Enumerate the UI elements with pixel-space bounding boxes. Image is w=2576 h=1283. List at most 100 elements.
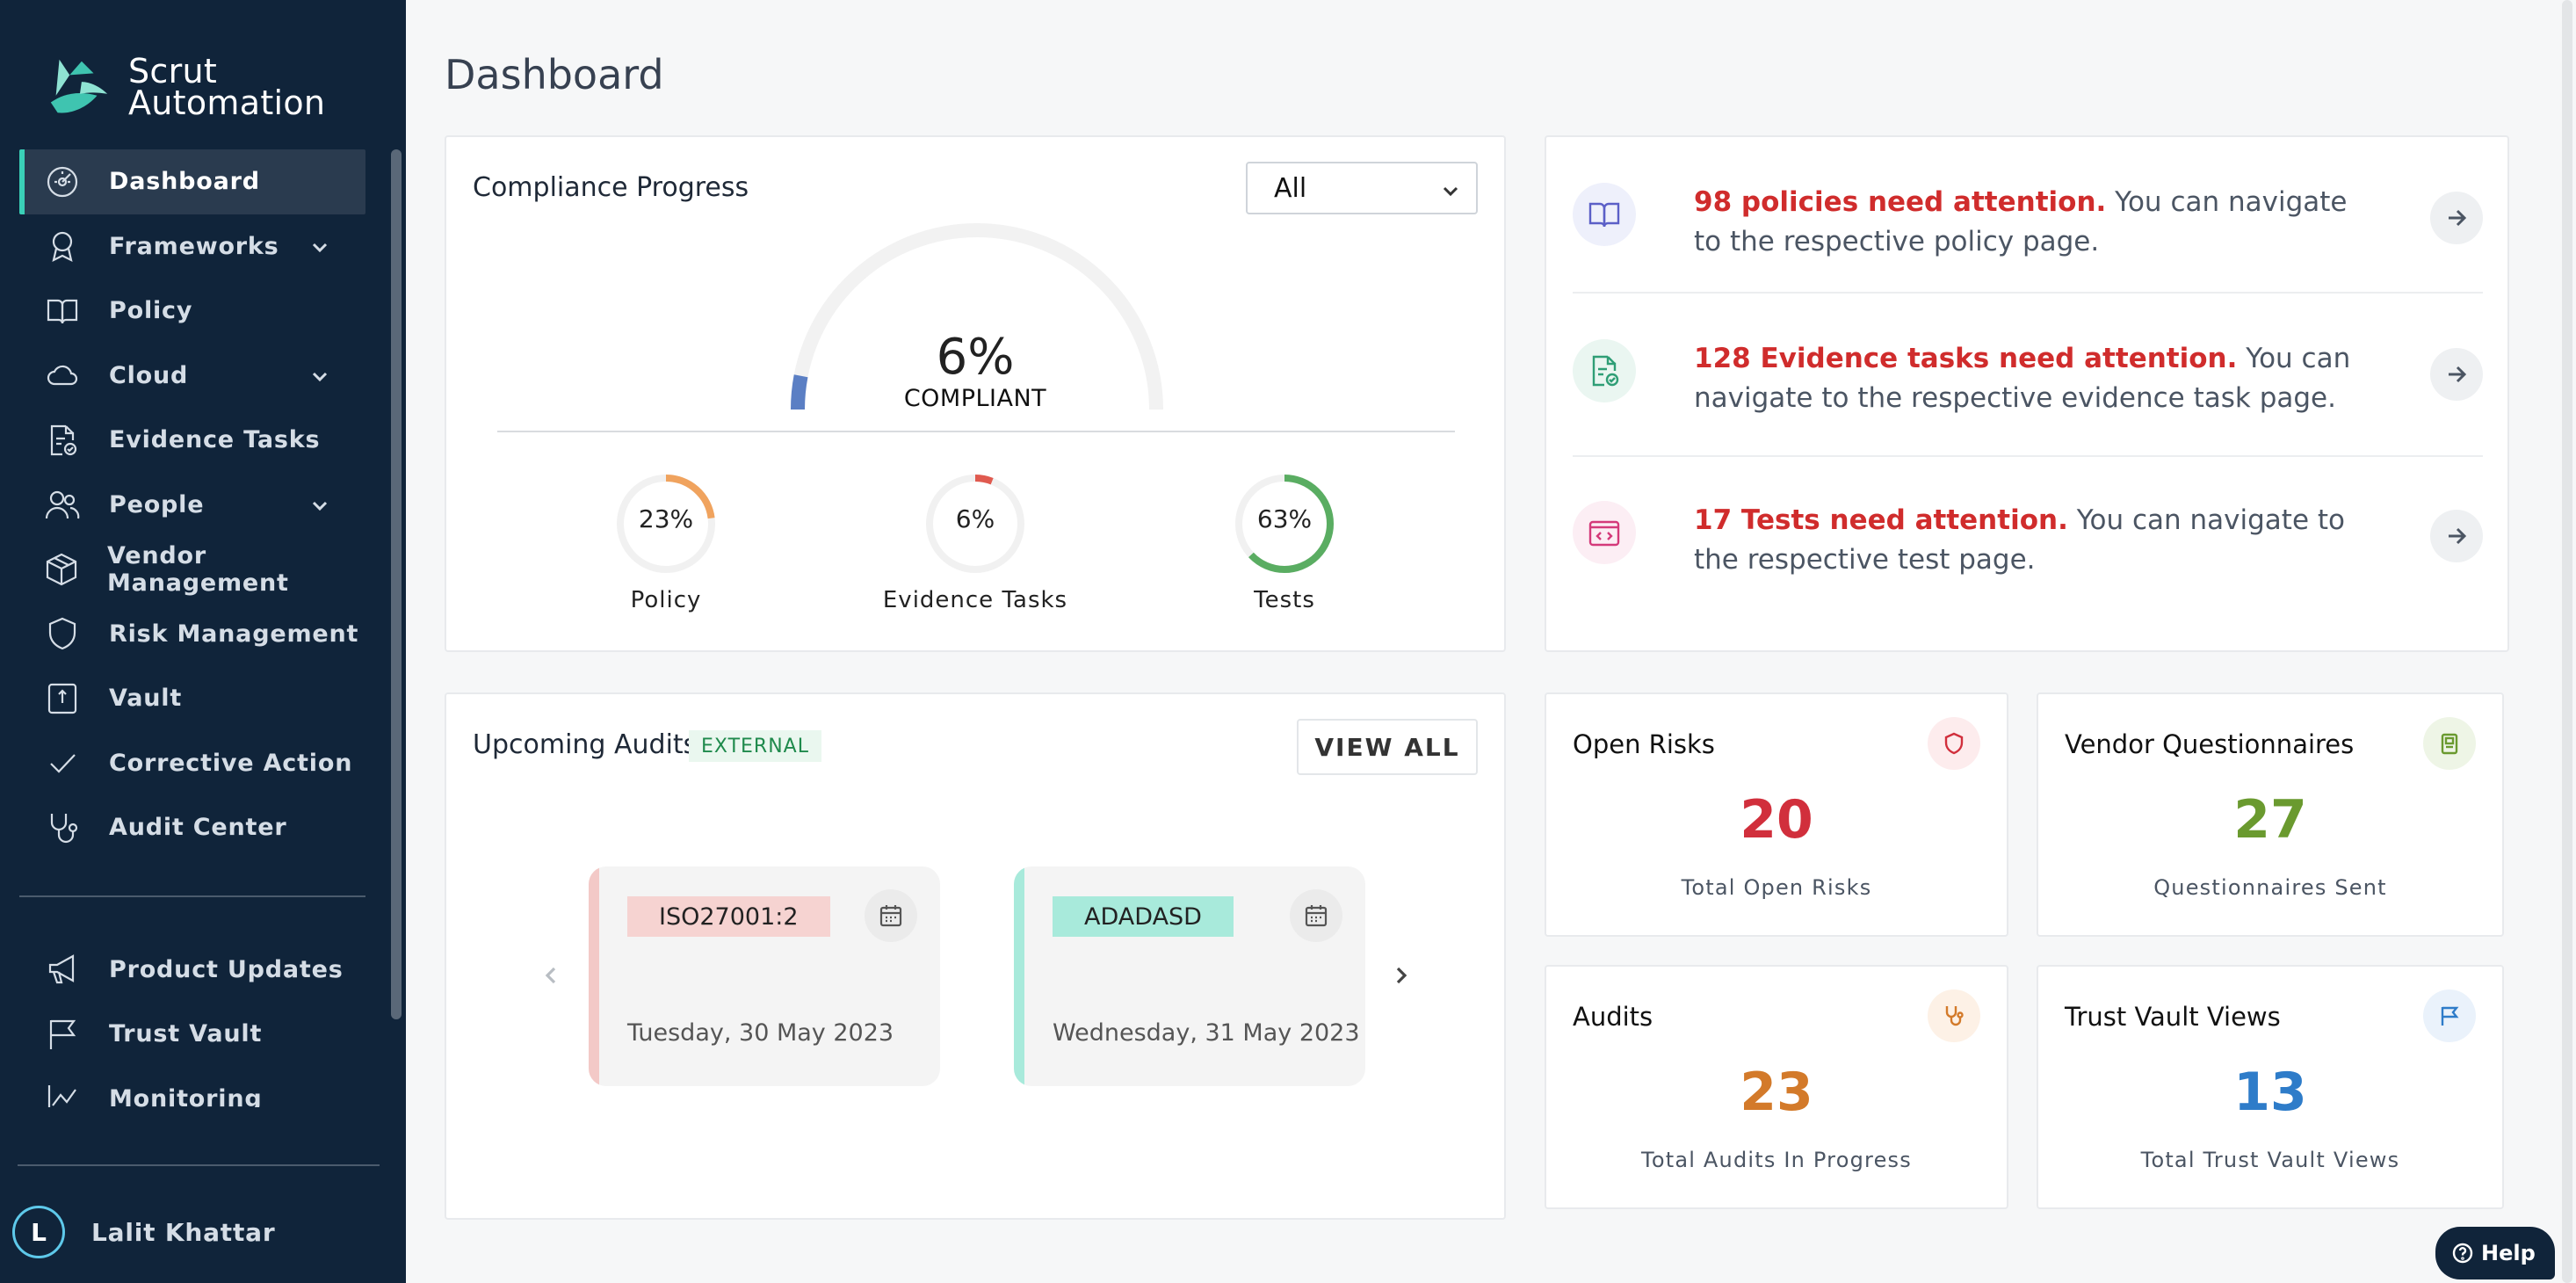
sidebar-item-policy[interactable]: Policy <box>19 279 365 344</box>
attention-highlight: 17 Tests need attention. <box>1694 504 2068 536</box>
box-icon <box>44 551 79 588</box>
sidebar-scrollbar-thumb[interactable] <box>391 149 402 1019</box>
attention-text: 17 Tests need attention. You can navigat… <box>1694 501 2379 580</box>
sidebar-item-corrective-action[interactable]: Corrective Action <box>19 731 365 796</box>
vendor-questionnaires-card[interactable]: Vendor Questionnaires 27 Questionnaires … <box>2037 692 2504 937</box>
book-icon <box>44 293 81 330</box>
audit-date: Wednesday, 31 May 2023 <box>1053 1019 1360 1047</box>
stethoscope-icon <box>1928 989 1980 1042</box>
trust-vault-views-card[interactable]: Trust Vault Views 13 Total Trust Vault V… <box>2037 965 2504 1209</box>
sidebar-item-label: Frameworks <box>109 232 279 260</box>
user-profile[interactable]: L Lalit Khattar <box>12 1206 275 1258</box>
sidebar-item-audit-center[interactable]: Audit Center <box>19 795 365 860</box>
app-logo[interactable]: Scrut Automation <box>44 53 325 121</box>
document-check-icon <box>1573 339 1636 402</box>
audit-card-accent <box>589 866 599 1086</box>
divider <box>497 431 1455 432</box>
sidebar-item-dashboard[interactable]: Dashboard <box>19 149 365 214</box>
sidebar-item-vendor-management[interactable]: Vendor Management <box>19 537 365 602</box>
progress-ring-fill <box>1235 475 1334 573</box>
go-to-evidence-tasks-button[interactable] <box>2430 348 2483 401</box>
brand-name: Scrut Automation <box>128 52 326 122</box>
sidebar-item-trust-vault[interactable]: Trust Vault <box>19 1002 365 1067</box>
cloud-icon <box>44 357 81 394</box>
stat-title: Open Risks <box>1573 729 1715 759</box>
sidebar-item-label: Vendor Management <box>107 541 289 597</box>
progress-percent: 63% <box>1256 504 1313 533</box>
page-title: Dashboard <box>445 51 664 98</box>
sidebar-item-monitoring[interactable]: Monitoring <box>19 1067 365 1107</box>
sidebar-item-frameworks[interactable]: Frameworks <box>19 214 365 279</box>
policy-progress: 23% Policy <box>561 471 771 613</box>
sidebar-scrollbar[interactable] <box>391 149 402 1019</box>
compliance-progress-card: Compliance Progress All 6% COMPLIANT 23%… <box>445 135 1506 652</box>
stat-title: Trust Vault Views <box>2065 1002 2281 1032</box>
attention-highlight: 128 Evidence tasks need attention. <box>1694 343 2238 374</box>
sidebar: Scrut Automation Dashboard Frameworks Po… <box>0 0 406 1283</box>
chart-icon <box>44 1080 81 1107</box>
shield-icon <box>1928 717 1980 770</box>
stat-title: Vendor Questionnaires <box>2065 729 2355 759</box>
sidebar-divider <box>18 1164 380 1166</box>
go-to-policies-button[interactable] <box>2430 192 2483 244</box>
code-icon <box>1573 501 1636 564</box>
chevron-down-icon[interactable] <box>309 495 330 516</box>
audit-framework-tag: ADADASD <box>1053 896 1234 937</box>
help-button[interactable]: Help <box>2435 1227 2555 1279</box>
arrow-right-icon <box>2449 209 2467 227</box>
evidence-tasks-progress-ring <box>926 475 1024 573</box>
tests-progress-ring <box>1235 475 1334 573</box>
chevron-down-icon[interactable] <box>309 236 330 257</box>
sidebar-nav: Dashboard Frameworks Policy Cloud Eviden… <box>19 149 365 1107</box>
progress-label: Policy <box>630 587 702 613</box>
evidence-tasks-progress: 6% Evidence Tasks <box>870 471 1081 613</box>
sidebar-item-evidence-tasks[interactable]: Evidence Tasks <box>19 408 365 473</box>
sidebar-item-product-updates[interactable]: Product Updates <box>19 938 365 1003</box>
progress-label: Tests <box>1254 587 1315 613</box>
user-name: Lalit Khattar <box>91 1217 276 1247</box>
sidebar-item-label: Risk Management <box>109 620 359 648</box>
sidebar-item-label: Audit Center <box>109 814 287 842</box>
attention-item-policies: 98 policies need attention. You can navi… <box>1573 183 2483 334</box>
sidebar-item-cloud[interactable]: Cloud <box>19 344 365 409</box>
audit-card[interactable]: ISO27001:2 Tuesday, 30 May 2023 <box>589 866 940 1086</box>
logo-mark-icon <box>50 59 108 113</box>
chevron-right-icon <box>1396 967 1407 984</box>
compliance-filter-select[interactable]: All <box>1246 162 1478 214</box>
brand-line-2: Automation <box>128 83 326 122</box>
sidebar-item-people[interactable]: People <box>19 473 365 538</box>
attention-text: 98 policies need attention. You can navi… <box>1694 183 2379 262</box>
attention-description: You can navigate to the respective polic… <box>1694 186 2348 257</box>
stethoscope-icon <box>44 809 81 846</box>
avatar[interactable]: L <box>12 1206 65 1258</box>
page-scrollbar[interactable] <box>2558 0 2576 1283</box>
sidebar-item-label: Evidence Tasks <box>109 426 321 454</box>
sidebar-item-label: People <box>109 490 205 518</box>
attention-item-tests: 17 Tests need attention. You can navigat… <box>1573 501 2483 652</box>
chevron-down-icon[interactable] <box>309 366 330 387</box>
stat-title: Audits <box>1573 1002 1653 1032</box>
check-icon <box>44 744 81 781</box>
carousel-prev-button[interactable] <box>534 958 569 993</box>
overall-compliance-label: COMPLIANT <box>903 385 1047 412</box>
card-title: Upcoming Audits <box>473 729 698 760</box>
sidebar-item-label: Monitoring <box>109 1084 263 1107</box>
sidebar-divider <box>19 895 365 897</box>
open-risks-card[interactable]: Open Risks 20 Total Open Risks <box>1545 692 2008 937</box>
brand-line-1: Scrut <box>128 52 218 91</box>
compliance-gauge <box>790 223 1163 410</box>
calendar-icon <box>865 889 917 942</box>
sidebar-item-risk-management[interactable]: Risk Management <box>19 602 365 667</box>
view-all-button[interactable]: VIEW ALL <box>1297 719 1478 775</box>
page-scrollbar-thumb[interactable] <box>2562 0 2572 1283</box>
go-to-tests-button[interactable] <box>2430 510 2483 562</box>
vault-icon <box>44 680 81 717</box>
audit-card[interactable]: ADADASD Wednesday, 31 May 2023 <box>1014 866 1365 1086</box>
attention-card: 98 policies need attention. You can navi… <box>1545 135 2509 652</box>
carousel-next-button[interactable] <box>1383 958 1418 993</box>
audits-stat-card[interactable]: Audits 23 Total Audits In Progress <box>1545 965 2008 1209</box>
sidebar-item-vault[interactable]: Vault <box>19 666 365 731</box>
audit-date: Tuesday, 30 May 2023 <box>627 1019 894 1047</box>
people-icon <box>44 486 81 523</box>
progress-percent: 6% <box>955 504 995 533</box>
